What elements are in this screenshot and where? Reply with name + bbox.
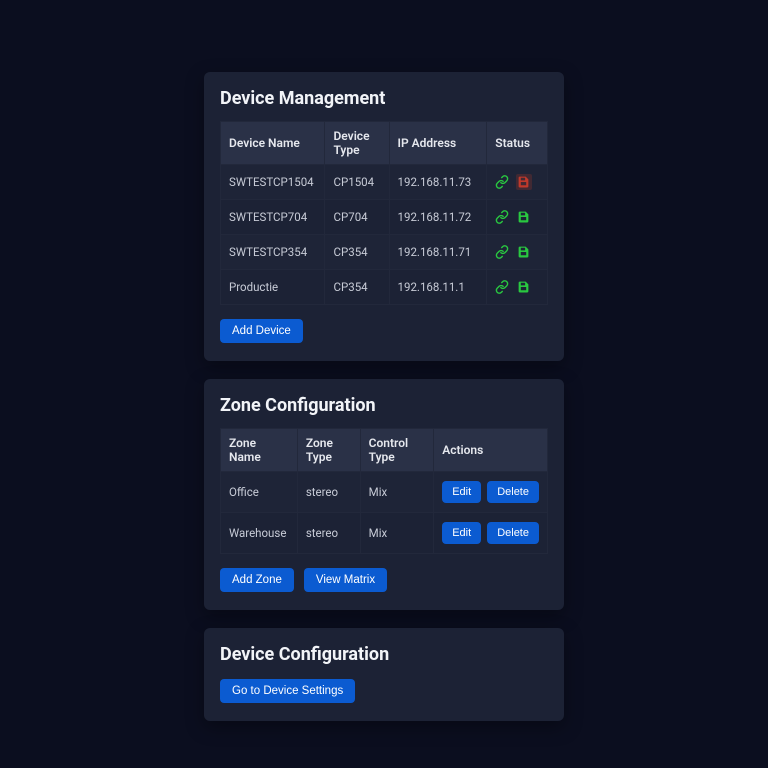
cell-status	[487, 235, 548, 270]
cell-type: CP354	[325, 235, 389, 270]
add-zone-button[interactable]: Add Zone	[220, 568, 294, 592]
th-zone-name: Zone Name	[221, 429, 298, 472]
go-to-device-settings-button[interactable]: Go to Device Settings	[220, 679, 355, 703]
save-icon	[517, 280, 531, 294]
cell-status	[487, 200, 548, 235]
th-actions: Actions	[434, 429, 548, 472]
cell-name: SWTESTCP354	[221, 235, 325, 270]
save-status[interactable]	[516, 209, 532, 225]
cell-name: SWTESTCP704	[221, 200, 325, 235]
cell-type: CP354	[325, 270, 389, 305]
cell-status	[487, 270, 548, 305]
th-device-name: Device Name	[221, 122, 325, 165]
cell-type: stereo	[297, 472, 360, 513]
cell-ip: 192.168.11.73	[389, 165, 487, 200]
table-row: WarehousestereoMix Edit Delete	[221, 513, 548, 554]
save-status[interactable]	[516, 174, 532, 190]
save-icon	[517, 210, 531, 224]
cell-ip: 192.168.11.71	[389, 235, 487, 270]
save-icon	[517, 175, 531, 189]
view-matrix-button[interactable]: View Matrix	[304, 568, 387, 592]
add-device-button[interactable]: Add Device	[220, 319, 303, 343]
cell-type: CP1504	[325, 165, 389, 200]
cell-name: Productie	[221, 270, 325, 305]
card-zone-configuration: Zone Configuration Zone Name Zone Type C…	[204, 379, 564, 610]
cell-type: stereo	[297, 513, 360, 554]
cell-status	[487, 165, 548, 200]
cell-name: Office	[221, 472, 298, 513]
cell-name: SWTESTCP1504	[221, 165, 325, 200]
table-row: SWTESTCP1504CP1504192.168.11.73	[221, 165, 548, 200]
save-status[interactable]	[516, 244, 532, 260]
table-row: SWTESTCP704CP704192.168.11.72	[221, 200, 548, 235]
link-icon[interactable]	[495, 280, 509, 294]
link-icon[interactable]	[495, 245, 509, 259]
delete-button[interactable]: Delete	[487, 522, 539, 544]
link-icon[interactable]	[495, 210, 509, 224]
card-title: Device Configuration	[220, 644, 548, 665]
cell-actions: Edit Delete	[434, 472, 548, 513]
cell-actions: Edit Delete	[434, 513, 548, 554]
card-device-management: Device Management Device Name Device Typ…	[204, 72, 564, 361]
edit-button[interactable]: Edit	[442, 481, 481, 503]
table-row: OfficestereoMix Edit Delete	[221, 472, 548, 513]
card-title: Zone Configuration	[220, 395, 548, 416]
cell-name: Warehouse	[221, 513, 298, 554]
card-title: Device Management	[220, 88, 548, 109]
th-device-type: Device Type	[325, 122, 389, 165]
delete-button[interactable]: Delete	[487, 481, 539, 503]
zone-table: Zone Name Zone Type Control Type Actions…	[220, 428, 548, 554]
th-ip-address: IP Address	[389, 122, 487, 165]
table-row: ProductieCP354192.168.11.1	[221, 270, 548, 305]
card-device-configuration: Device Configuration Go to Device Settin…	[204, 628, 564, 721]
link-icon[interactable]	[495, 175, 509, 189]
th-status: Status	[487, 122, 548, 165]
cell-type: CP704	[325, 200, 389, 235]
cell-ip: 192.168.11.72	[389, 200, 487, 235]
th-control-type: Control Type	[360, 429, 434, 472]
th-zone-type: Zone Type	[297, 429, 360, 472]
device-table: Device Name Device Type IP Address Statu…	[220, 121, 548, 305]
edit-button[interactable]: Edit	[442, 522, 481, 544]
cell-ctrl: Mix	[360, 472, 434, 513]
cell-ctrl: Mix	[360, 513, 434, 554]
table-row: SWTESTCP354CP354192.168.11.71	[221, 235, 548, 270]
save-status[interactable]	[516, 279, 532, 295]
save-icon	[517, 245, 531, 259]
cell-ip: 192.168.11.1	[389, 270, 487, 305]
